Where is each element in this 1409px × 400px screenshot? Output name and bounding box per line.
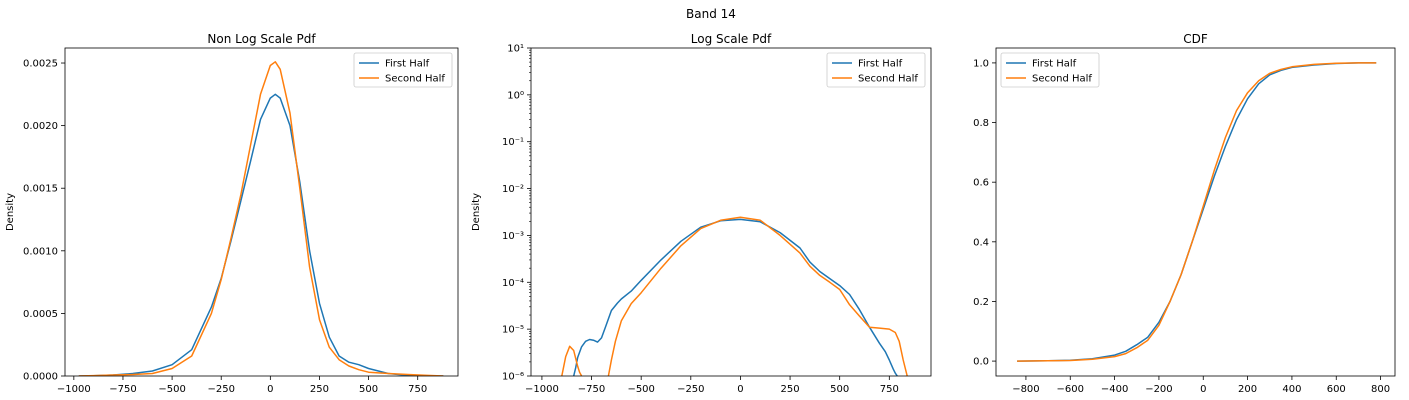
x-tick-label: 0 [267, 384, 273, 395]
x-tick-label: 0 [737, 384, 743, 395]
y-axis-label: Density [5, 193, 16, 231]
x-tick-label: 800 [1371, 384, 1390, 395]
x-tick-label: 750 [408, 384, 427, 395]
x-tick-label: −250 [207, 384, 234, 395]
x-tick-label: 250 [781, 384, 800, 395]
axes-frame [530, 47, 932, 377]
y-tick-label: 0.0015 [23, 184, 58, 195]
x-tick-label: 500 [830, 384, 849, 395]
x-tick-label: 600 [1327, 384, 1346, 395]
y-tick-label: 0.6 [973, 178, 989, 189]
x-tick-label: −750 [578, 384, 605, 395]
y-tick-label: 10¹ [507, 44, 524, 55]
y-tick-label: 0.0020 [23, 121, 58, 132]
x-tick-label: −400 [1101, 384, 1128, 395]
y-tick-label: 0.0010 [23, 246, 58, 257]
y-tick-label: 10⁻² [502, 184, 524, 195]
x-tick-label: −500 [158, 384, 185, 395]
plot-area [1017, 62, 1377, 362]
chart-title: CDF [1183, 32, 1208, 46]
chart-panel-1: −1000 −750 −500 −250 0 250 500 750 0.0000 0.0005 0… [5, 32, 459, 395]
y-tick-label: 10⁻⁵ [502, 325, 524, 336]
x-tick-label: 400 [1282, 384, 1301, 395]
chart-panel-2: −1000 −750 −500 −250 0 250 500 750 10⁻⁶ 10⁻⁵ 10⁻⁴ 1… [471, 32, 932, 395]
x-tick-label: −1000 [525, 384, 559, 395]
x-tick-label: 0 [1200, 384, 1206, 395]
y-tick-label: 0.0000 [23, 372, 58, 383]
y-tick-label: 10⁰ [507, 90, 524, 101]
x-tick-label: 250 [310, 384, 329, 395]
y-tick-label: 0.0025 [23, 59, 58, 70]
x-tick-label: −200 [1145, 384, 1172, 395]
legend-label-second-half: Second Half [1032, 74, 1092, 85]
y-tick-label: 0.0 [973, 357, 989, 368]
series-line-second-half-2 [607, 216, 908, 376]
legend-label-second-half: Second Half [385, 74, 445, 85]
chart-panel-3: −800 −600 −400 −200 0 200 400 600 800 0.0 0.2 0.4 0.… [973, 32, 1396, 395]
x-tick-label: −800 [1012, 384, 1039, 395]
y-tick-label: 0.2 [973, 297, 989, 308]
x-tick-label: 750 [880, 384, 899, 395]
chart-title: Non Log Scale Pdf [207, 32, 316, 46]
series-line-second-half [1017, 62, 1377, 362]
series-line-second-half [561, 345, 583, 376]
y-tick-label: 10⁻¹ [502, 137, 524, 148]
figure-suptitle: Band 14 [686, 7, 736, 21]
series-line-first-half [78, 93, 444, 376]
legend: First Half Second Half [353, 52, 453, 88]
x-tick-label: −1000 [57, 384, 91, 395]
plot-area [78, 61, 444, 376]
y-tick-label: 0.0005 [23, 309, 58, 320]
legend-label-first-half: First Half [858, 59, 903, 70]
y-tick-label: 10⁻⁶ [502, 372, 524, 383]
y-tick-label: 0.8 [973, 118, 989, 129]
y-tick-label: 10⁻³ [502, 231, 524, 242]
y-tick-label: 10⁻⁴ [502, 278, 524, 289]
legend-label-second-half: Second Half [858, 74, 918, 85]
y-tick-label: 0.4 [973, 237, 989, 248]
legend-label-first-half: First Half [1032, 59, 1077, 70]
legend: First Half Second Half [1000, 52, 1100, 88]
x-tick-label: −600 [1057, 384, 1084, 395]
chart-title: Log Scale Pdf [691, 32, 772, 46]
x-tick-label: −250 [677, 384, 704, 395]
x-tick-label: −500 [627, 384, 654, 395]
axes-frame [64, 47, 459, 377]
x-tick-label: −750 [109, 384, 136, 395]
series-line-second-half [78, 61, 444, 376]
legend-label-first-half: First Half [385, 59, 430, 70]
series-line-first-half [572, 218, 898, 376]
y-axis-label: Density [471, 193, 482, 231]
axes-frame [995, 47, 1396, 377]
series-line-first-half [1017, 62, 1377, 362]
y-tick-label: 1.0 [973, 58, 989, 69]
x-tick-label: 200 [1238, 384, 1257, 395]
x-tick-label: 500 [359, 384, 378, 395]
legend: First Half Second Half [826, 52, 926, 88]
plot-area [561, 216, 908, 376]
